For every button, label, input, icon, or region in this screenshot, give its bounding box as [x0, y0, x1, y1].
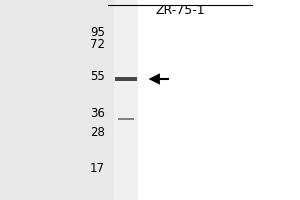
Text: 95: 95 [90, 25, 105, 38]
Text: ZR-75-1: ZR-75-1 [155, 4, 205, 18]
Bar [114, 0, 138, 200]
Text: 72: 72 [90, 38, 105, 50]
Text: 17: 17 [90, 162, 105, 174]
Text: 55: 55 [90, 70, 105, 82]
Bar [115, 77, 137, 81]
Bar [0, 0, 114, 200]
Polygon shape [148, 73, 160, 85]
Bar [118, 118, 134, 120]
Text: 28: 28 [90, 126, 105, 138]
Text: 36: 36 [90, 107, 105, 120]
